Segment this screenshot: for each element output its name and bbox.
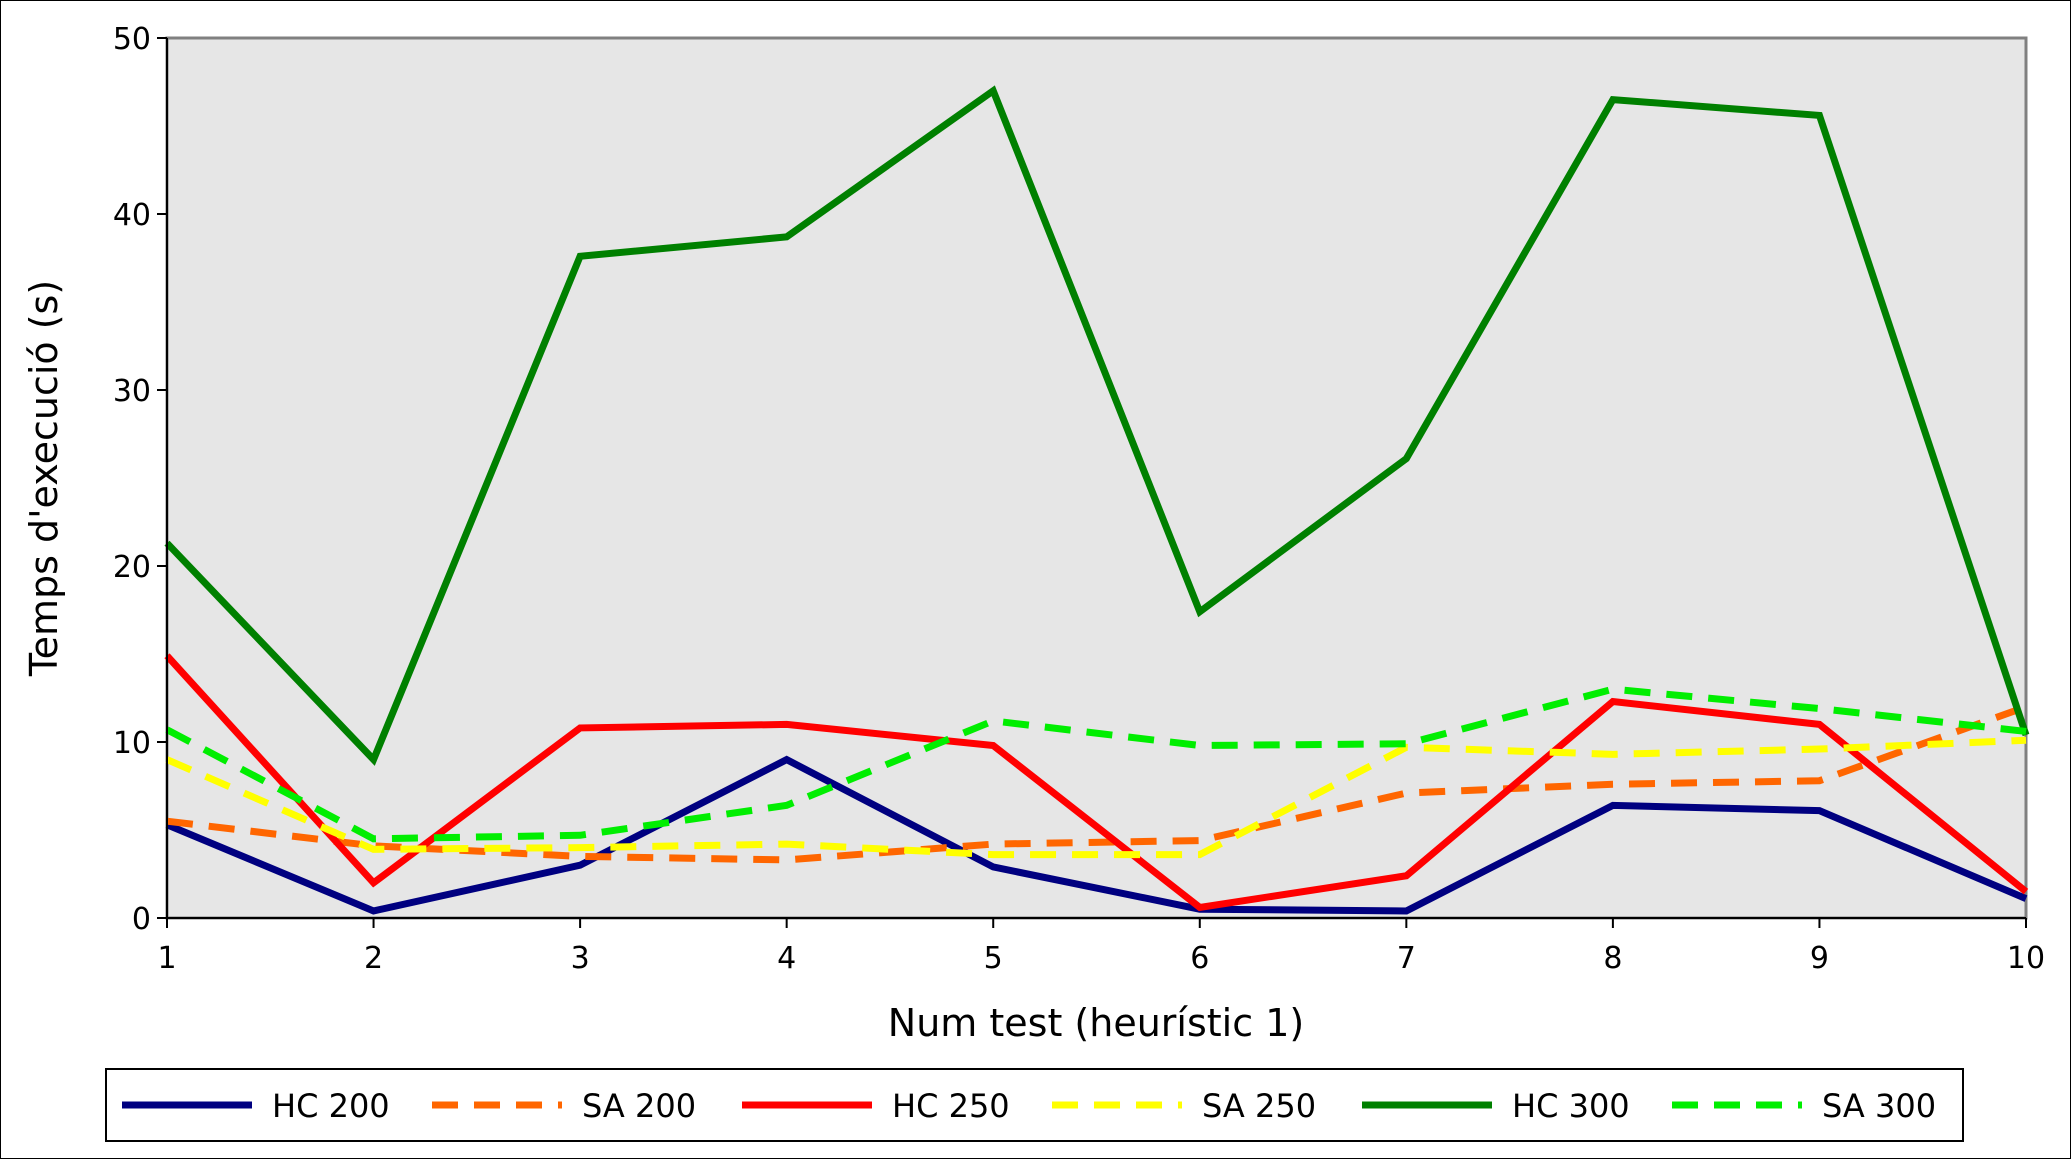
y-tick-label: 20: [113, 550, 151, 585]
series-layer: [164, 85, 2030, 915]
legend-label: HC 250: [892, 1087, 1010, 1125]
legend-label: SA 200: [582, 1087, 696, 1125]
x-tick-label: 3: [571, 941, 590, 976]
series-line-hc-250: [164, 653, 2029, 912]
y-tick-label: 0: [132, 902, 151, 937]
y-tick-label: 50: [113, 22, 151, 57]
legend-label: HC 200: [272, 1087, 390, 1125]
x-tick-label: 5: [984, 941, 1003, 976]
x-tick-label: 10: [2007, 941, 2045, 976]
x-tick-label: 8: [1603, 941, 1622, 976]
series-line-sa-200: [166, 703, 2028, 864]
legend-label: HC 300: [1512, 1087, 1630, 1125]
x-axis-title: Num test (heurístic 1): [888, 1001, 1304, 1045]
y-tick-label: 40: [113, 198, 151, 233]
y-ticks: 0 10 20 30 40 50: [113, 22, 167, 937]
x-tick-label: 9: [1810, 941, 1829, 976]
y-tick-label: 10: [113, 726, 151, 761]
x-ticks: 1 2 3 4 5 6 7 8 9 10: [157, 918, 2045, 976]
legend-box: [105, 1068, 1964, 1142]
y-tick-label: 30: [113, 374, 151, 409]
plot-area: [165, 36, 2028, 920]
series-line-sa-300: [165, 685, 2027, 843]
series-line-hc-300: [164, 85, 2030, 766]
x-tick-label: 4: [777, 941, 796, 976]
series-line-hc-200: [165, 755, 2028, 915]
legend-items: HC 200 SA 200 HC 250 SA 250 HC 300 SA 300: [122, 1087, 1936, 1125]
x-tick-label: 7: [1397, 941, 1416, 976]
x-tick-label: 6: [1190, 941, 1209, 976]
legend-label: SA 250: [1202, 1087, 1316, 1125]
x-tick-label: 1: [157, 941, 176, 976]
series-line-sa-250: [165, 736, 2027, 859]
y-axis-title: Temps d'execució (s): [22, 280, 66, 677]
legend-label: SA 300: [1822, 1087, 1936, 1125]
x-tick-label: 2: [364, 941, 383, 976]
